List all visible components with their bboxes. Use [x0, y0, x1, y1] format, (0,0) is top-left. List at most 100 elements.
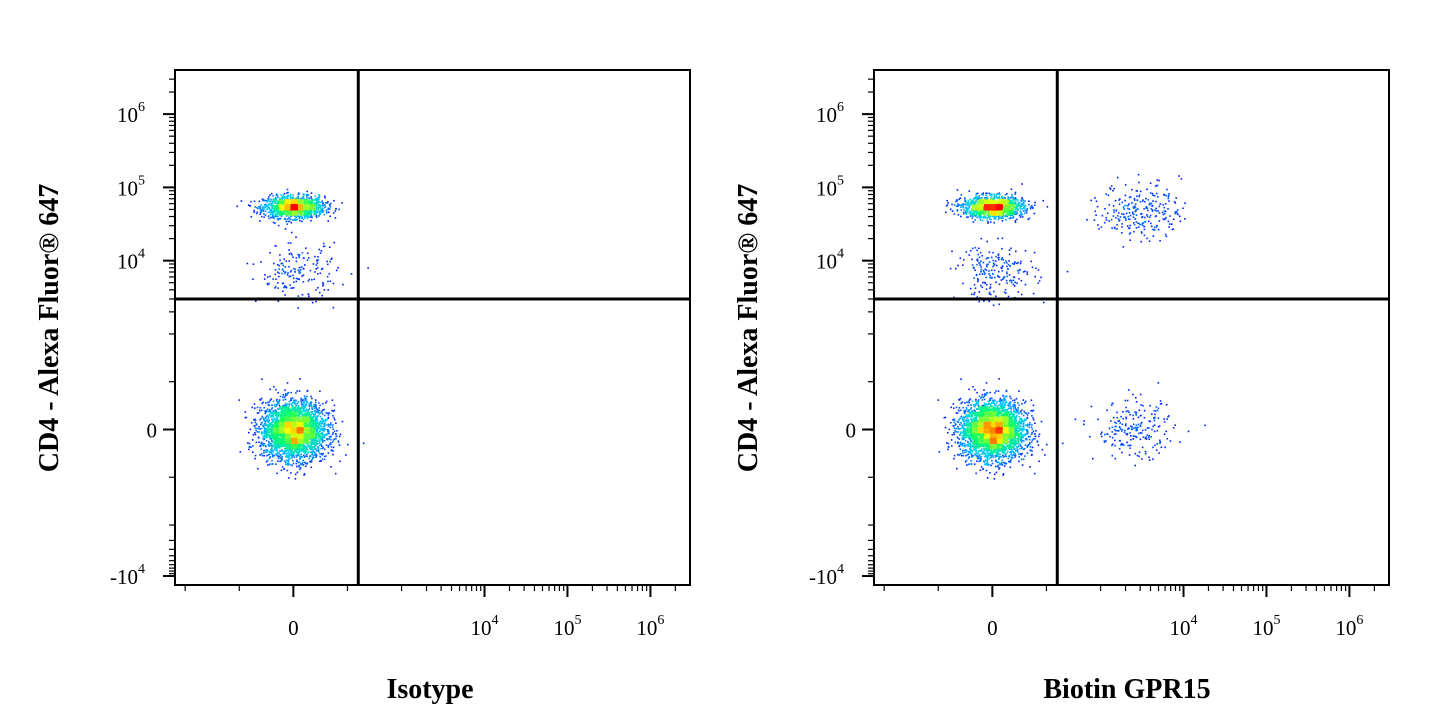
event-dot: [291, 405, 294, 408]
event-dot: [287, 220, 290, 223]
event-dot: [318, 206, 320, 209]
event-dot: [270, 444, 272, 447]
event-dot: [310, 421, 313, 423]
event-dot: [269, 436, 271, 439]
event-dot: [283, 452, 286, 455]
event-dot: [307, 414, 310, 417]
event-dot: [287, 191, 289, 194]
event-dot: [316, 273, 319, 275]
event-dot: [277, 224, 280, 227]
event-dot: [298, 418, 300, 421]
event-dot: [278, 202, 280, 205]
event-dot: [285, 461, 287, 464]
event-dot: [265, 434, 267, 437]
event-dot: [334, 472, 337, 475]
event-dot: [306, 401, 308, 404]
event-dot: [294, 215, 297, 218]
event-dot: [296, 423, 299, 426]
event-dot: [306, 196, 308, 199]
event-dot: [287, 460, 290, 463]
event-dot: [281, 419, 284, 422]
event-dot: [302, 196, 304, 199]
event-dot: [301, 418, 303, 421]
event-dot: [283, 432, 286, 435]
event-dot: [273, 421, 275, 424]
event-dot: [277, 442, 280, 444]
event-dot: [341, 202, 343, 204]
event-dot: [286, 406, 288, 408]
event-dot: [275, 448, 277, 451]
event-dot: [278, 425, 281, 427]
event-dot: [287, 272, 289, 274]
event-dot: [296, 214, 299, 217]
event-dot: [317, 428, 319, 430]
event-dot: [256, 431, 259, 433]
event-dot: [310, 211, 313, 213]
event-dot: [1094, 197, 1096, 199]
event-dot: [284, 414, 287, 417]
event-dot: [264, 424, 267, 427]
event-dot: [277, 457, 280, 459]
event-dot: [299, 378, 301, 380]
event-dot: [1179, 220, 1182, 223]
event-dot: [273, 428, 276, 431]
event-dot: [297, 449, 299, 452]
event-dot: [292, 442, 295, 444]
event-dot: [286, 431, 289, 433]
event-dot: [310, 466, 313, 469]
event-dot: [308, 278, 310, 281]
event-dot: [1074, 418, 1077, 421]
event-dot: [272, 430, 275, 433]
event-dot: [298, 426, 301, 429]
event-dot: [313, 213, 315, 216]
event-dot: [301, 434, 303, 436]
event-dot: [307, 212, 309, 214]
event-dot: [307, 424, 309, 427]
event-dot: [296, 197, 298, 199]
event-dot: [307, 411, 309, 414]
event-dot: [271, 411, 273, 414]
event-dot: [281, 417, 283, 420]
event-dot: [267, 200, 270, 202]
event-dot: [302, 450, 305, 453]
event-dot: [276, 441, 278, 443]
event-dot: [307, 217, 309, 220]
event-dot: [314, 444, 317, 447]
event-dot: [268, 450, 271, 453]
event-dot: [286, 436, 289, 439]
event-dot: [277, 455, 280, 457]
event-dot: [298, 212, 300, 215]
event-dot: [314, 435, 316, 437]
event-dot: [278, 408, 281, 410]
event-dot: [323, 455, 326, 458]
event-dot: [276, 218, 279, 220]
event-dot: [968, 190, 971, 192]
event-dot: [268, 196, 270, 198]
event-dot: [290, 203, 292, 205]
event-dot: [291, 199, 294, 202]
event-dot: [269, 434, 271, 436]
event-dot: [267, 423, 270, 426]
event-dot: [262, 210, 265, 212]
event-dot: [287, 457, 290, 459]
event-dot: [310, 207, 313, 209]
event-dot: [296, 459, 299, 462]
event-dot: [285, 199, 288, 202]
event-dot: [300, 423, 303, 425]
event-dot: [305, 449, 307, 451]
event-dot: [318, 291, 321, 294]
event-dot: [268, 401, 271, 403]
event-dot: [268, 431, 270, 434]
event-dot: [318, 194, 320, 196]
event-dot: [295, 454, 297, 457]
event-dot: [293, 431, 296, 433]
event-dot: [304, 416, 307, 419]
event-dot: [291, 413, 293, 415]
event-dot: [317, 438, 320, 441]
event-dot: [290, 447, 293, 450]
event-dot: [292, 411, 295, 413]
event-dot: [293, 399, 295, 402]
event-dot: [283, 434, 286, 436]
event-dot: [281, 423, 284, 426]
event-dot: [278, 264, 281, 267]
